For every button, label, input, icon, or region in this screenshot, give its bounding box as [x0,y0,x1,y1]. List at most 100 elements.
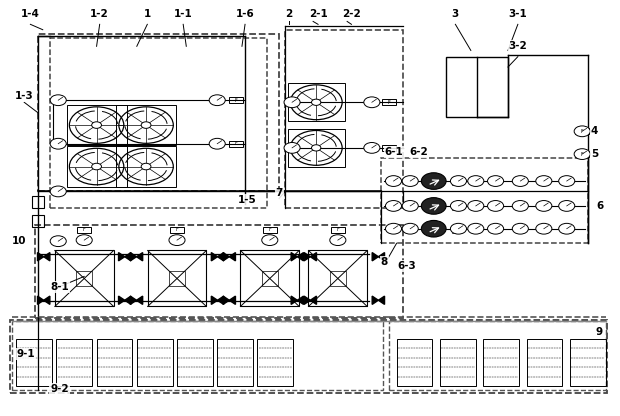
Circle shape [574,149,590,159]
Text: 2: 2 [285,9,293,19]
Polygon shape [304,253,310,261]
Bar [331,227,345,233]
Text: 6-3: 6-3 [398,261,417,271]
Circle shape [487,223,503,234]
Text: 9-2: 9-2 [50,384,69,394]
Circle shape [330,235,346,245]
Circle shape [50,139,66,149]
Circle shape [386,223,402,234]
Bar [229,141,242,147]
Text: F: F [388,145,391,150]
Text: F: F [581,129,583,134]
Bar [170,227,184,233]
Bar [285,30,403,208]
Circle shape [169,235,185,245]
Text: 1-4: 1-4 [21,9,40,19]
Bar [66,146,126,187]
Bar [66,105,126,145]
Circle shape [386,176,402,186]
Polygon shape [229,296,236,305]
Polygon shape [378,253,384,261]
Bar [16,339,52,386]
Bar [288,83,345,121]
Polygon shape [118,253,125,261]
Bar [116,105,176,145]
Polygon shape [130,296,136,305]
Polygon shape [372,253,378,261]
Circle shape [92,163,102,170]
Bar [169,271,185,286]
Circle shape [467,201,484,211]
Polygon shape [136,296,143,305]
Bar [526,339,562,386]
Text: 4: 4 [591,126,598,136]
Polygon shape [211,253,218,261]
Circle shape [487,176,503,186]
Bar [446,57,508,117]
Bar [32,196,44,208]
Text: 1-6: 1-6 [236,9,254,19]
Circle shape [559,176,575,186]
Bar [78,227,91,233]
Bar [263,227,277,233]
Text: F: F [175,227,179,232]
Bar [309,250,367,307]
Circle shape [450,176,466,186]
Text: 8: 8 [381,257,388,267]
Bar [575,128,589,134]
Text: F: F [268,227,271,232]
Text: 1-2: 1-2 [91,9,109,19]
Bar [116,146,176,187]
Bar [229,97,242,103]
Circle shape [402,201,418,211]
Circle shape [92,122,102,129]
Polygon shape [136,253,143,261]
Text: 9: 9 [596,327,603,337]
Bar [397,339,433,386]
Text: 1: 1 [144,9,151,19]
Circle shape [536,201,552,211]
Polygon shape [218,253,224,261]
Circle shape [422,173,446,189]
Polygon shape [211,296,218,305]
Polygon shape [298,253,304,261]
Bar [38,34,279,191]
Bar [389,321,606,391]
Circle shape [209,95,225,106]
Text: F: F [83,227,86,232]
Polygon shape [378,296,384,305]
Text: 10: 10 [12,236,27,246]
Bar [97,339,133,386]
Bar [55,250,113,307]
Bar [381,158,588,243]
Bar [575,151,589,157]
Text: F: F [581,151,583,156]
Bar [217,339,253,386]
Polygon shape [291,253,298,261]
Bar [32,215,44,227]
Circle shape [559,201,575,211]
Polygon shape [298,296,304,305]
Bar [76,271,92,286]
Text: 7: 7 [275,188,283,198]
Polygon shape [43,253,50,261]
Bar [50,38,267,208]
Text: 6-2: 6-2 [409,147,428,157]
Circle shape [76,235,92,245]
Circle shape [512,201,528,211]
Polygon shape [130,253,136,261]
Circle shape [467,223,484,234]
Polygon shape [223,253,229,261]
Circle shape [311,145,321,151]
Circle shape [402,176,418,186]
Circle shape [559,223,575,234]
Text: F: F [234,98,237,103]
Circle shape [402,223,418,234]
Polygon shape [223,296,229,305]
Polygon shape [43,296,50,305]
Text: 3-2: 3-2 [508,41,527,51]
Text: 6-1: 6-1 [385,147,404,157]
Text: 5: 5 [591,149,598,159]
Text: F: F [337,227,339,232]
Circle shape [311,99,321,105]
